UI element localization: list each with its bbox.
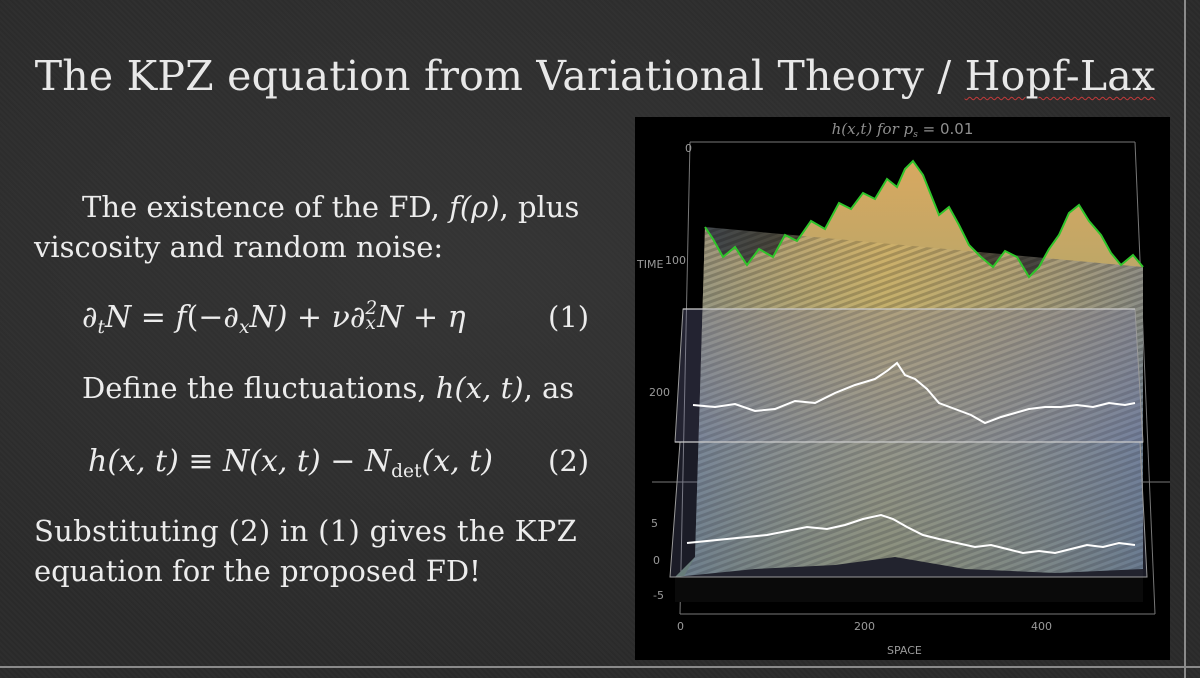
title-hopf-lax: Hopf-Lax xyxy=(964,52,1156,100)
time-axis-label: TIME xyxy=(637,258,664,271)
eq1-mid: (−∂ xyxy=(186,300,239,335)
eq1-end: N + η xyxy=(377,300,466,335)
h-tick-0: 0 xyxy=(653,554,660,567)
slide-frame-right xyxy=(1184,0,1186,678)
eq2-lhs: h(x, t) ≡ N(x, t) − N xyxy=(88,444,392,479)
time-tick-0: 0 xyxy=(685,142,692,155)
para1-text-a: The existence of the FD, xyxy=(82,190,450,224)
para3-line1: Substituting (2) in (1) gives the KPZ xyxy=(34,514,578,548)
para1-fd: f(ρ) xyxy=(449,190,500,224)
space-axis-label: SPACE xyxy=(887,644,922,657)
space-tick-400: 400 xyxy=(1031,620,1052,633)
plot-title-value: = 0.01 xyxy=(917,120,974,138)
eq2-rhs: (x, t) xyxy=(421,444,494,479)
time-tick-100: 100 xyxy=(665,254,686,267)
surface-svg xyxy=(652,141,1170,615)
slide-frame-bottom xyxy=(0,666,1200,668)
h-tick-minus5: -5 xyxy=(653,589,664,602)
equation-2: h(x, t) ≡ N(x, t) − Ndet(x, t) xyxy=(88,444,493,482)
para1-line2: viscosity and random noise: xyxy=(34,230,444,264)
para1-line1: The existence of the FD, f(ρ), plus xyxy=(82,188,579,226)
kpz-surface-plot: h(x,t) for ps = 0.01 0 TIME 100 200 5 0 … xyxy=(635,117,1170,660)
para1-text-b: , plus xyxy=(499,190,580,224)
top-ridge-line xyxy=(704,159,1144,279)
eq2-sub: det xyxy=(391,460,422,482)
eq1-n: N = xyxy=(105,300,176,335)
eq1-f: f xyxy=(175,300,187,335)
time-tick-200: 200 xyxy=(649,386,670,399)
para2-text-b: , as xyxy=(523,371,575,405)
surface-terraces xyxy=(675,227,1143,592)
space-tick-200: 200 xyxy=(854,620,875,633)
eq1-mid2: N) + xyxy=(249,300,332,335)
eq1-sup: 2 xyxy=(365,297,378,319)
eq1-partial: ∂ xyxy=(82,300,98,335)
h-tick-5: 5 xyxy=(651,517,658,530)
eq1-nu: ν∂ xyxy=(331,300,366,335)
para3-line2: equation for the proposed FD! xyxy=(34,554,481,588)
slice-profile-1 xyxy=(692,361,1136,425)
title-main: The KPZ equation from Variational Theory… xyxy=(34,52,965,100)
time-slice-plane-2 xyxy=(669,441,1148,578)
slice-profile-2 xyxy=(686,513,1136,555)
eq1-partial-sub: t xyxy=(97,316,105,338)
plot-title-text: h(x,t) for p xyxy=(831,120,914,138)
para2: Define the fluctuations, h(x, t), as xyxy=(82,369,574,407)
slide-title: The KPZ equation from Variational Theory… xyxy=(0,52,1190,100)
eq2-number: (2) xyxy=(548,444,590,478)
time-slice-plane-1 xyxy=(674,308,1144,443)
eq1-sub: x xyxy=(365,312,376,334)
plot-title: h(x,t) for ps = 0.01 xyxy=(635,120,1170,140)
eq1-mid-sub: x xyxy=(238,316,250,338)
eq1-number: (1) xyxy=(548,300,590,334)
surface-base xyxy=(675,557,1143,602)
para2-h: h(x, t) xyxy=(435,371,524,405)
plot-title-sub: s xyxy=(913,128,918,140)
space-tick-0: 0 xyxy=(677,620,684,633)
equation-1: ∂tN = f(−∂xN) + ν∂ 2 x N + η xyxy=(82,297,466,338)
para2-text-a: Define the fluctuations, xyxy=(82,371,436,405)
